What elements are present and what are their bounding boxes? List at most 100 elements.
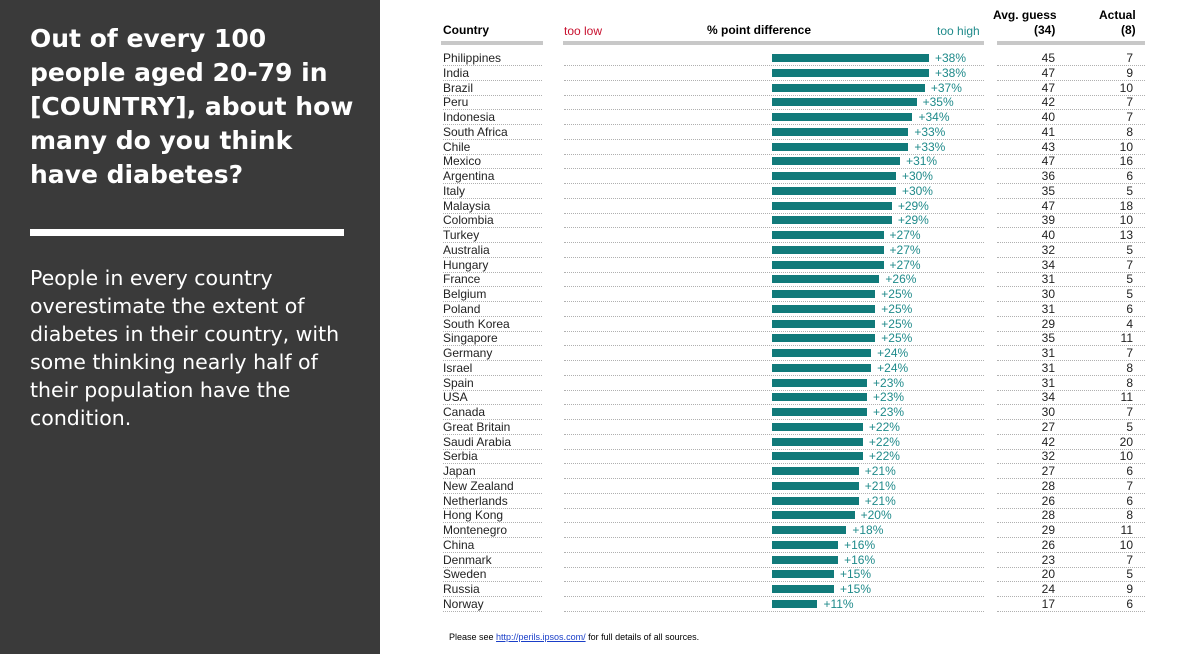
country-label: Mexico bbox=[443, 154, 482, 169]
row-separator bbox=[443, 404, 542, 406]
bar bbox=[772, 378, 868, 387]
avg-guess-value: 35 bbox=[1041, 183, 1055, 198]
footnote-prefix: Please see bbox=[449, 632, 497, 642]
actual-value: 7 bbox=[1126, 405, 1133, 419]
country-label: Hong Kong bbox=[443, 508, 504, 523]
row-separator bbox=[564, 330, 984, 332]
row-separator bbox=[997, 551, 1145, 553]
country-label: Australia bbox=[443, 242, 490, 257]
row-separator bbox=[443, 566, 542, 568]
bar-value-label: +27% bbox=[889, 257, 921, 272]
actual-value: 18 bbox=[1119, 198, 1133, 213]
avg-guess-value: 34 bbox=[1041, 257, 1055, 272]
country-label: New Zealand bbox=[443, 478, 514, 493]
row-separator bbox=[564, 271, 984, 273]
bar bbox=[772, 142, 909, 151]
country-label: Argentina bbox=[443, 169, 495, 183]
row-separator bbox=[564, 256, 984, 258]
row-separator bbox=[564, 109, 984, 111]
row-separator bbox=[997, 168, 1145, 170]
bar-value-label: +29% bbox=[897, 198, 929, 213]
row-separator bbox=[997, 271, 1145, 273]
row-separator bbox=[564, 551, 984, 553]
bar-value-label: +30% bbox=[901, 183, 933, 198]
country-label: Great Britain bbox=[443, 419, 511, 434]
country-label: Russia bbox=[443, 582, 480, 596]
row-separator bbox=[564, 138, 984, 140]
avg-guess-value: 30 bbox=[1041, 405, 1055, 419]
bar-value-label: +33% bbox=[914, 124, 946, 139]
avg-guess-value: 23 bbox=[1041, 552, 1055, 567]
bar-value-label: +25% bbox=[881, 287, 913, 301]
actual-value: 7 bbox=[1126, 257, 1133, 272]
avg-guess-value: 26 bbox=[1041, 537, 1055, 552]
header-rule-country bbox=[441, 41, 543, 45]
bar bbox=[772, 481, 859, 490]
bar bbox=[772, 216, 892, 225]
row-separator bbox=[564, 507, 984, 509]
row-separator bbox=[443, 153, 542, 155]
country-label: Brazil bbox=[443, 80, 474, 95]
avg-guess-value: 17 bbox=[1041, 596, 1055, 611]
row-separator bbox=[997, 94, 1145, 96]
avg-guess-value: 34 bbox=[1041, 390, 1055, 405]
row-separator bbox=[443, 596, 542, 597]
country-label: Singapore bbox=[443, 331, 498, 346]
country-label: Saudi Arabia bbox=[443, 434, 512, 449]
country-label: Norway bbox=[443, 596, 484, 611]
country-label: Indonesia bbox=[443, 110, 496, 124]
row-separator bbox=[443, 65, 542, 66]
bar bbox=[772, 319, 876, 328]
row-separator bbox=[564, 197, 984, 199]
country-label: Netherlands bbox=[443, 493, 508, 508]
row-separator bbox=[564, 94, 984, 96]
country-label: Poland bbox=[443, 301, 481, 316]
row-separator bbox=[997, 374, 1145, 376]
actual-value: 6 bbox=[1126, 596, 1133, 611]
bar bbox=[772, 585, 834, 593]
row-separator bbox=[564, 227, 984, 229]
country-label: Spain bbox=[443, 375, 474, 390]
bar-value-label: +16% bbox=[844, 552, 876, 567]
row-separator bbox=[443, 330, 542, 332]
row-separator bbox=[997, 315, 1145, 317]
row-separator bbox=[443, 183, 542, 184]
bar-value-label: +18% bbox=[852, 523, 884, 537]
country-label: USA bbox=[443, 390, 468, 405]
row-separator bbox=[564, 345, 984, 347]
row-separator bbox=[564, 566, 984, 568]
country-label: Peru bbox=[443, 95, 469, 110]
row-separator bbox=[997, 433, 1145, 435]
avg-guess-value: 31 bbox=[1041, 360, 1055, 375]
bar-value-label: +21% bbox=[864, 478, 896, 493]
avg-guess-value: 36 bbox=[1041, 169, 1055, 183]
country-label: Denmark bbox=[443, 552, 492, 567]
row-separator bbox=[564, 610, 984, 612]
bar-value-label: +25% bbox=[881, 301, 913, 316]
actual-value: 9 bbox=[1126, 582, 1133, 596]
bar bbox=[772, 201, 892, 210]
country-label: Turkey bbox=[443, 228, 480, 242]
bar-value-label: +15% bbox=[839, 582, 871, 596]
row-separator bbox=[443, 419, 542, 420]
divider bbox=[30, 229, 344, 236]
row-separator bbox=[997, 419, 1145, 420]
row-separator bbox=[564, 389, 984, 391]
bar-value-label: +22% bbox=[868, 449, 900, 464]
row-separator bbox=[443, 389, 542, 391]
footnote-link[interactable]: http://perils.ipsos.com/ bbox=[496, 632, 586, 642]
row-separator bbox=[564, 212, 984, 214]
row-separator bbox=[564, 581, 984, 583]
row-separator bbox=[443, 374, 542, 376]
row-separator bbox=[564, 374, 984, 376]
row-separator bbox=[997, 581, 1145, 583]
row-separator bbox=[443, 433, 542, 435]
country-label: Chile bbox=[443, 139, 471, 154]
country-label: South Africa bbox=[443, 124, 508, 139]
row-separator bbox=[997, 522, 1145, 524]
bar bbox=[772, 83, 925, 92]
actual-value: 11 bbox=[1120, 331, 1133, 346]
bar-value-label: +38% bbox=[935, 51, 967, 65]
row-separator bbox=[443, 94, 542, 96]
bar bbox=[772, 98, 917, 107]
